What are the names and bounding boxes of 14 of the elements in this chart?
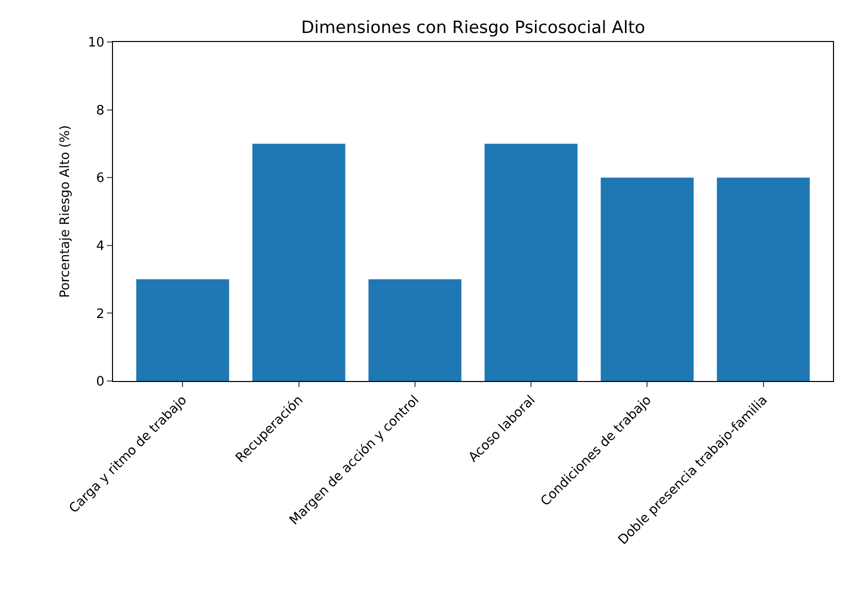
bar [368,279,462,381]
chart-title: Dimensiones con Riesgo Psicosocial Alto [301,18,646,38]
y-tick-label: 4 [96,238,104,254]
y-tick-label: 2 [96,306,104,322]
y-tick-label: 6 [96,171,104,186]
bar [716,178,810,381]
y-tick-label: 8 [96,103,104,118]
bar [484,144,578,381]
y-axis-title: Porcentaje Riesgo Alto (%) [58,125,73,298]
bar [600,178,694,381]
bar [136,279,230,381]
y-tick-label: 10 [88,36,104,51]
bar [252,144,346,381]
y-tick-label: 0 [96,374,104,390]
